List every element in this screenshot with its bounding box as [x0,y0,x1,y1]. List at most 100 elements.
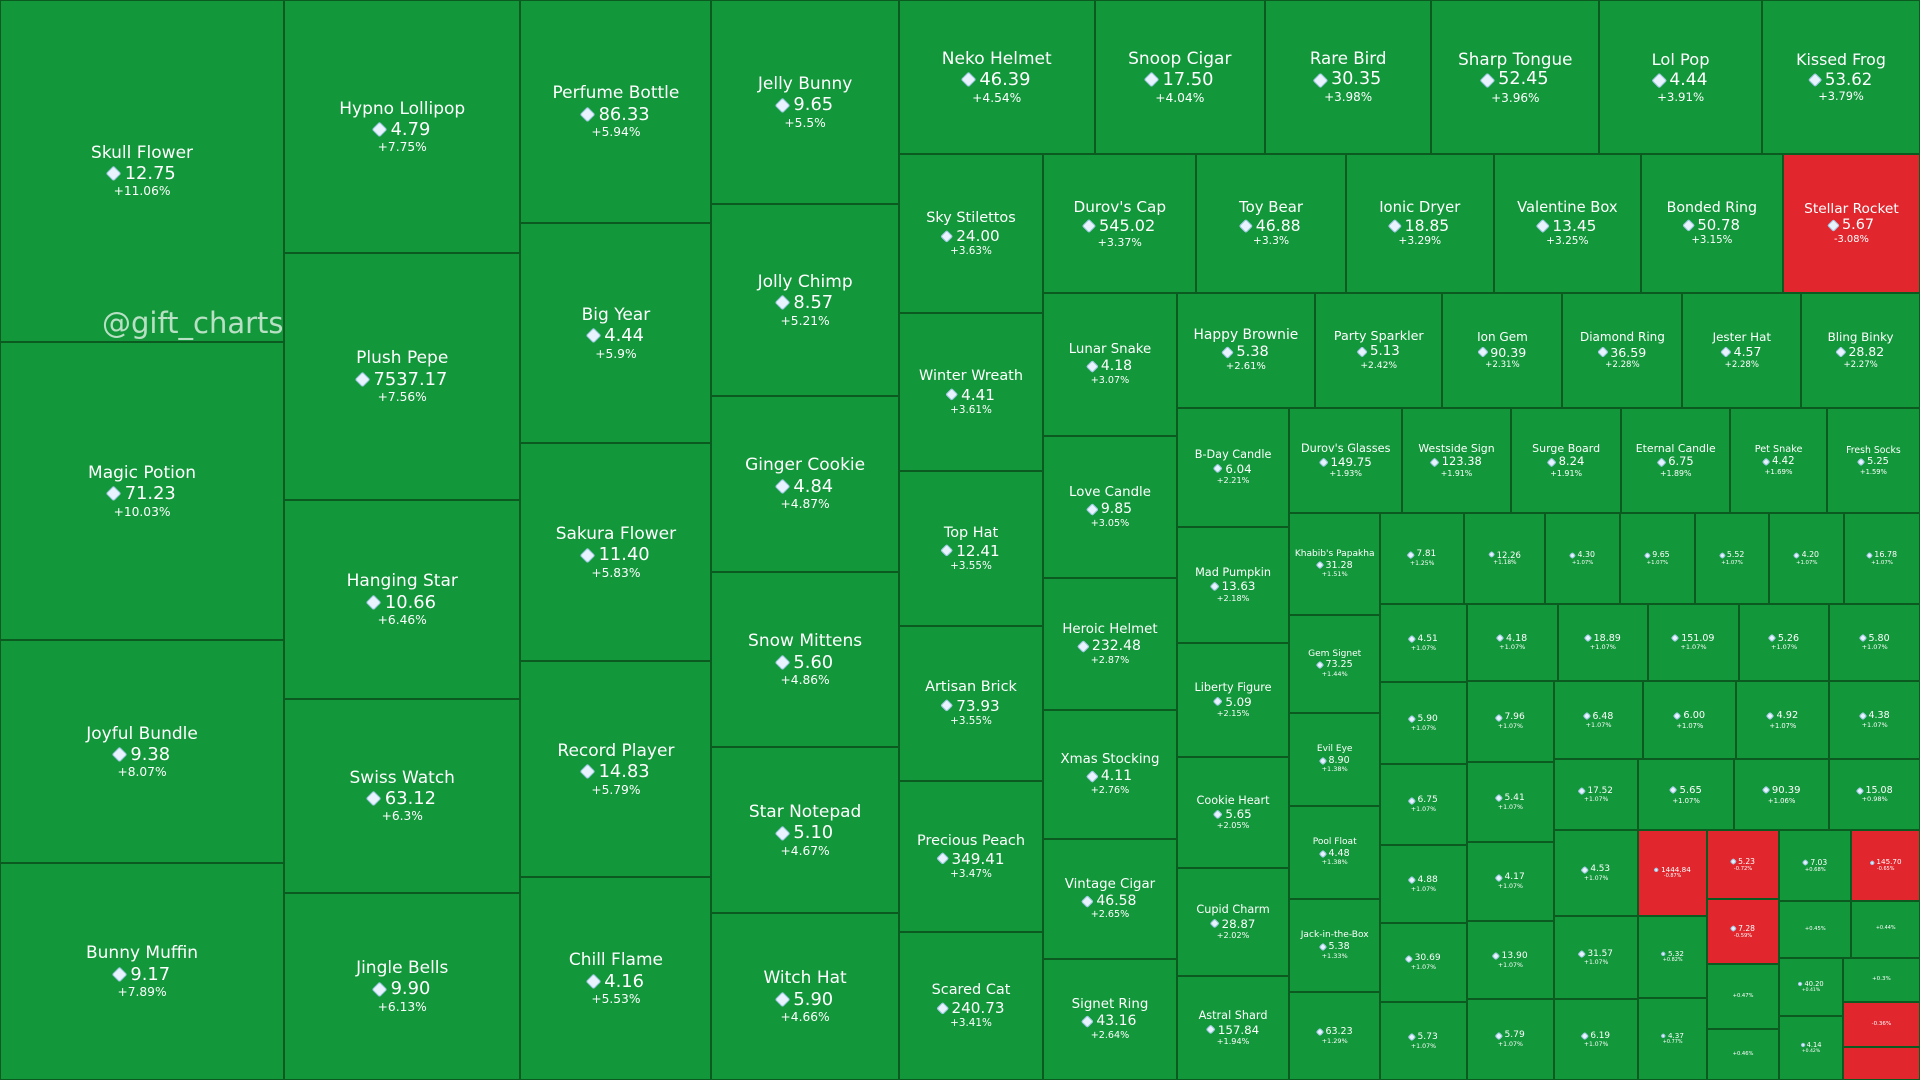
tile-name: Chill Flame [568,950,663,971]
tile-price: 73.25 [1315,659,1353,670]
price-value: 28.82 [1848,343,1885,359]
tile: 5.52 +1.07% [1694,513,1770,604]
tile-price: 5.23 [1730,857,1755,866]
tile: Love Candle 9.85 +3.05% [1043,435,1177,578]
tile: 5.23 -0.72% [1706,830,1780,899]
price-value: 9.17 [130,963,171,985]
price-value: 18.85 [1404,216,1450,235]
tile-price: 123.38 [1429,455,1482,469]
price-value: 90.39 [1490,344,1527,360]
tile-change: +3.55% [950,714,992,727]
tile: Snow Mittens 5.60 +4.86% [711,571,899,747]
price-icon [774,97,791,113]
tile-price: 9.90 [371,978,430,999]
tile-change: +1.07% [1770,643,1798,652]
price-icon [1578,787,1586,795]
price-value: 31.28 [1325,559,1353,571]
tile: Plush Pepe 7537.17 +7.56% [284,253,521,500]
price-icon [1660,1032,1667,1040]
tile-name: Toy Bear [1239,197,1303,216]
tile-change: +1.07% [1721,559,1743,566]
tile-change: +1.07% [1871,559,1893,566]
tile-price: 145.70 [1868,858,1902,867]
tile-change: +3.25% [1546,235,1589,248]
tile-price: 31.57 [1578,949,1613,960]
price-value: 5.90 [793,988,834,1010]
tile-name: Jelly Bunny [757,74,853,94]
tile-price: 5.38 [1221,343,1269,361]
price-icon [1669,786,1678,795]
tile: 7.03 +0.68% [1779,830,1852,902]
price-value: 6.48 [1592,710,1614,722]
price-value: 6.75 [1668,454,1694,469]
tile-price: 30.35 [1312,69,1381,90]
tile: 4.88 +1.07% [1380,844,1467,924]
tile-price: 5.41 [1494,793,1525,804]
price-value: 5.60 [793,651,834,673]
price-value: 232.48 [1091,637,1141,654]
tile-price: 4.88 [1407,875,1438,886]
tile-change: -0.65% [1876,866,1895,873]
tile-name: Sakura Flower [555,523,677,544]
tile-change: +7.75% [377,140,427,155]
price-icon [1766,711,1775,721]
price-icon [940,229,954,243]
tile-change: +4.54% [972,90,1022,105]
price-icon [1407,550,1415,559]
price-value: 4.17 [1504,872,1525,883]
tile: Jelly Bunny 9.65 +5.5% [711,0,899,205]
tile-change: +7.56% [377,390,427,405]
tile-price: 12.26 [1487,550,1521,560]
tile-price: 5.80 [1858,633,1890,644]
price-value: 5.38 [1236,343,1269,360]
tile-change: +3.29% [1398,234,1442,248]
tile-name: Scared Cat [931,981,1011,998]
price-value: 4.79 [390,118,431,140]
tile-price: 6.19 [1581,1031,1610,1042]
tile-name: Ginger Cookie [745,455,866,476]
tile-price: 4.30 [1569,550,1595,559]
price-icon [960,72,977,88]
price-icon [1856,457,1866,467]
tile-price: 5.60 [774,651,834,673]
tile: 40.20 +0.41% [1779,957,1843,1017]
tile-price: 13.90 [1491,951,1528,962]
tile-change: +4.66% [780,1010,830,1025]
tile: Perfume Bottle 86.33 +5.94% [520,0,712,223]
tile: Magic Potion 71.23 +10.03% [0,341,285,641]
price-value: 4.16 [604,970,644,992]
tile-price: 5.67 [1826,217,1874,234]
tile: Artisan Brick 73.93 +3.55% [898,625,1044,782]
price-icon [774,295,791,311]
tile: 15.08 +0.98% [1829,759,1920,831]
price-value: 4.20 [1801,550,1820,560]
tile-change: +1.07% [1497,803,1523,811]
tile-price: 6.48 [1582,710,1614,722]
tile-change: +1.38% [1321,765,1348,774]
price-icon [774,478,791,495]
price-icon [1802,859,1810,866]
price-value: 157.84 [1217,1022,1260,1037]
price-value: 43.16 [1096,1013,1137,1030]
price-icon [1086,360,1099,373]
tile-name: Gem Signet [1308,648,1362,659]
price-icon [371,981,388,997]
price-icon [1491,952,1500,961]
tile-price: 5.13 [1356,344,1400,360]
price-value: 40.20 [1804,980,1824,989]
tile-change: +1.07% [1583,874,1609,882]
price-value: 4.37 [1667,1030,1684,1040]
tile: 4.37 +0.77% [1638,997,1707,1080]
price-value: 4.84 [793,475,834,497]
tile: 5.41 +1.07% [1466,761,1554,843]
tile-name: Cupid Charm [1196,903,1270,917]
tile-name: Hypno Lollipop [339,98,466,119]
tile-change: +1.25% [1410,560,1435,568]
tile: 4.51 +1.07% [1380,603,1467,683]
tile: +0.46% [1706,1028,1780,1080]
tile: Liberty Figure 5.09 +2.15% [1176,642,1290,757]
price-icon [1209,918,1220,930]
tile-price: 8.57 [774,292,833,313]
tile-change: +1.93% [1329,468,1362,479]
